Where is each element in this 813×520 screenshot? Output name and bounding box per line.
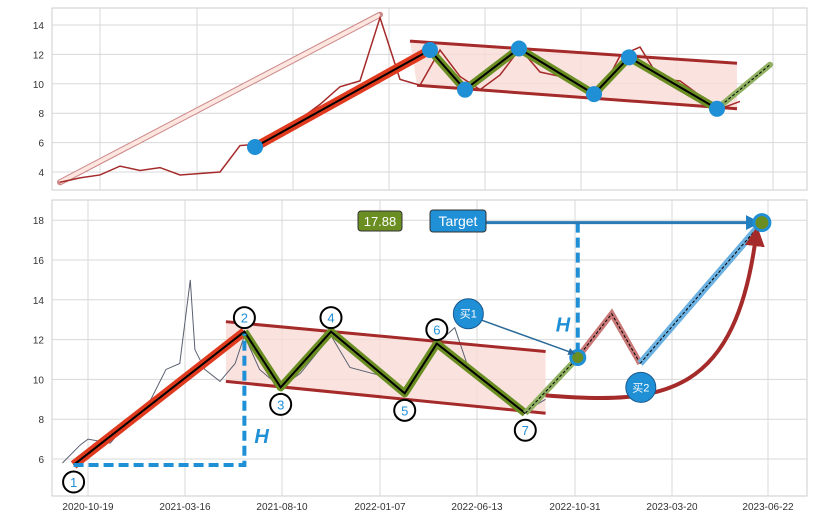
target-label-box (429, 209, 487, 233)
top-y-tick: 10 (33, 80, 45, 91)
channel-upper (225, 320, 546, 354)
bottom-y-tick: 6 (38, 455, 44, 466)
bottom-y-tick: 10 (33, 375, 45, 386)
top-pivot-dot (511, 40, 527, 57)
buy2-marker (625, 371, 657, 403)
bottom-x-tick: 2021-08-10 (256, 502, 308, 513)
buy1-arrow (480, 319, 576, 356)
pivot-label-circle (425, 318, 449, 342)
top-y-tick: 4 (38, 168, 44, 179)
retest-core (577, 312, 641, 364)
top-y-tick: 14 (33, 21, 45, 32)
pivot-label: 3 (277, 397, 284, 412)
buy2-label: 买2 (632, 381, 649, 394)
top-y-tick: 12 (33, 50, 45, 61)
bottom-x-tick: 2023-03-20 (646, 502, 698, 513)
top-y-tick: 6 (38, 139, 44, 150)
pivot-label: 6 (433, 323, 440, 338)
top-y-tick: 8 (38, 109, 44, 120)
top-zigzag-core (429, 47, 718, 110)
top-pivot-dot (457, 81, 473, 98)
target-value-box (357, 210, 403, 232)
target-core (639, 222, 763, 364)
pivot-label-circle (269, 392, 293, 416)
top-projection-core (716, 64, 771, 110)
top-pivot-dot (621, 49, 637, 66)
height-label-right: H (556, 315, 571, 337)
bottom-x-tick: 2023-06-22 (742, 502, 794, 513)
pivot-label-circle (319, 306, 343, 330)
bottom-y-tick: 8 (38, 415, 44, 426)
top-pivot-dot (422, 41, 438, 58)
bottom-y-tick: 14 (33, 296, 45, 307)
buy1-label: 买1 (460, 308, 477, 321)
bottom-x-tick: 2022-06-13 (451, 502, 503, 513)
buy1-marker (452, 298, 484, 330)
bottom-x-tick: 2020-10-19 (62, 502, 114, 513)
top-pivot-dot (247, 139, 263, 156)
pivot-label: 1 (70, 475, 77, 490)
target-point (752, 213, 772, 233)
pivot-label-circle (513, 418, 537, 442)
pivot-label: 2 (241, 311, 248, 326)
bottom-y-tick: 18 (33, 216, 45, 227)
top-impulse-arrow (59, 12, 381, 185)
bottom-x-tick: 2022-10-31 (549, 502, 601, 513)
target-label: Target (439, 213, 478, 229)
top-impulse-core (254, 49, 431, 148)
pivot-label: 7 (522, 423, 529, 438)
height-label-left: H (254, 426, 269, 448)
top-pivot-dot (586, 86, 602, 103)
target-value: 17.88 (364, 214, 397, 229)
breakout-core (524, 357, 579, 414)
bottom-y-tick: 12 (33, 336, 45, 347)
height-measure-left (73, 333, 247, 467)
top-channel-upper (409, 39, 738, 65)
pivot-label-circle (62, 470, 86, 494)
bottom-x-tick: 2022-01-07 (354, 502, 406, 513)
projection-curve (545, 226, 765, 401)
pivot-label: 5 (401, 403, 408, 418)
zigzag-core (72, 330, 526, 466)
bottom-y-tick: 16 (33, 256, 45, 267)
pivot-label-circle (232, 306, 256, 330)
pivot-label-circle (393, 398, 417, 422)
top-pivot-dot (709, 100, 725, 117)
bottom-x-tick: 2021-03-16 (159, 502, 211, 513)
pivot-label: 4 (327, 311, 334, 326)
